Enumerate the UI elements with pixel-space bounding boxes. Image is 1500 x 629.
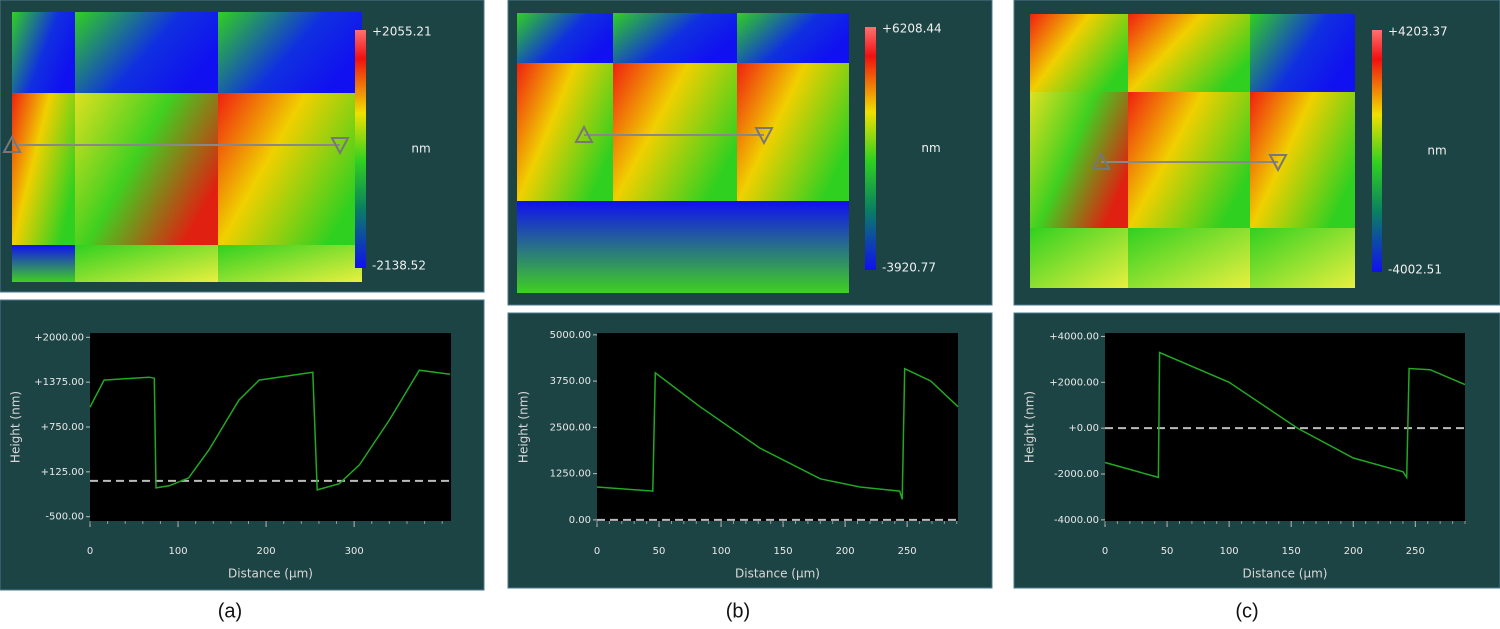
- colorbar: [1372, 30, 1382, 272]
- plot-area: [597, 333, 958, 521]
- colorbar-unit: nm: [411, 142, 430, 156]
- colorbar-min: -3920.77: [882, 261, 936, 275]
- y-tick-label: 1250.00: [550, 469, 591, 480]
- height-map-cell: [218, 93, 362, 245]
- x-tick-label: 300: [345, 546, 364, 557]
- end-triangle: [754, 127, 774, 146]
- x-axis-label: Distance (µm): [228, 567, 313, 581]
- height-map-cell: [613, 13, 737, 63]
- colorbar-unit: nm: [921, 141, 940, 155]
- x-axis-label: Distance (µm): [735, 567, 820, 581]
- y-axis-label: Height (nm): [9, 391, 23, 463]
- x-tick-label: 0: [87, 546, 93, 557]
- height-map-cell: [75, 245, 218, 282]
- end-triangle: [1268, 154, 1288, 173]
- colorbar-min: -4002.51: [1388, 263, 1442, 277]
- height-map-cell: [1128, 228, 1250, 288]
- x-tick-label: 0: [594, 546, 600, 557]
- y-tick-label: +750.00: [41, 422, 84, 433]
- height-map-cell: [12, 245, 75, 282]
- y-tick-label: +2000.00: [1049, 377, 1099, 388]
- height-map-cell: [517, 63, 613, 201]
- height-map-cell: [517, 201, 613, 293]
- x-tick-label: 150: [1282, 546, 1301, 557]
- panel-label: (a): [218, 600, 242, 622]
- y-tick-label: -2000.00: [1054, 469, 1099, 480]
- x-tick-label: 150: [774, 546, 793, 557]
- x-axis-label: Distance (µm): [1243, 567, 1328, 581]
- start-triangle: [1091, 151, 1111, 170]
- end-triangle: [330, 137, 350, 156]
- x-tick-label: 0: [1102, 546, 1108, 557]
- height-map-cell: [1250, 14, 1355, 92]
- y-axis-label: Height (nm): [517, 391, 531, 463]
- x-tick-label: 100: [169, 546, 188, 557]
- x-tick-label: 100: [712, 546, 731, 557]
- height-map-cell: [75, 93, 218, 245]
- height-map-cell: [1128, 92, 1250, 228]
- colorbar-max: +6208.44: [882, 22, 942, 36]
- colorbar-unit: nm: [1427, 144, 1446, 158]
- height-map-cell: [12, 12, 75, 93]
- panel-label: (c): [1235, 600, 1258, 622]
- y-tick-label: -4000.00: [1054, 515, 1099, 526]
- height-map-cell: [737, 63, 849, 201]
- y-tick-label: +2000.00: [34, 332, 84, 343]
- y-axis-label: Height (nm): [1023, 391, 1037, 463]
- height-map-cell: [1030, 14, 1128, 92]
- height-map-cell: [517, 13, 613, 63]
- height-map-cell: [613, 63, 737, 201]
- x-tick-label: 50: [1161, 546, 1174, 557]
- y-tick-label: -500.00: [45, 512, 84, 523]
- x-tick-label: 100: [1220, 546, 1239, 557]
- start-triangle: [2, 134, 22, 153]
- y-tick-label: 3750.00: [550, 376, 591, 387]
- y-tick-label: 0.00: [569, 515, 591, 526]
- panel-label: (b): [726, 600, 750, 622]
- height-map-cell: [75, 12, 218, 93]
- x-tick-label: 200: [836, 546, 855, 557]
- x-tick-label: 50: [653, 546, 666, 557]
- plot-area: [1105, 333, 1465, 521]
- y-tick-label: +1375.00: [34, 377, 84, 388]
- height-map-cell: [1250, 228, 1355, 288]
- height-map-cell: [1030, 92, 1128, 228]
- y-tick-label: +4000.00: [1049, 331, 1099, 342]
- profile-line: [1104, 351, 1466, 480]
- y-tick-label: 2500.00: [550, 422, 591, 433]
- colorbar: [355, 30, 366, 268]
- height-map-cell: [12, 93, 75, 245]
- height-map-cell: [737, 201, 849, 293]
- colorbar-max: +4203.37: [1388, 25, 1448, 39]
- height-map-cell: [1128, 14, 1250, 92]
- height-map-cell: [613, 201, 737, 293]
- x-tick-label: 200: [257, 546, 276, 557]
- x-tick-label: 200: [1344, 546, 1363, 557]
- y-tick-label: 5000.00: [550, 330, 591, 341]
- plot-area: [90, 333, 451, 521]
- x-tick-label: 250: [1406, 546, 1425, 557]
- height-map-cell: [737, 13, 849, 63]
- height-map-cell: [218, 12, 362, 93]
- start-triangle: [574, 124, 594, 143]
- height-map-cell: [218, 245, 362, 282]
- x-tick-label: 250: [898, 546, 917, 557]
- colorbar-min: -2138.52: [372, 259, 426, 273]
- y-tick-label: +0.00: [1068, 423, 1099, 434]
- y-tick-label: +125.00: [41, 467, 84, 478]
- height-map-cell: [1250, 92, 1355, 228]
- profile-line: [89, 369, 451, 491]
- colorbar: [865, 27, 876, 270]
- colorbar-max: +2055.21: [372, 25, 432, 39]
- height-map-cell: [1030, 228, 1128, 288]
- profile-line: [596, 367, 959, 500]
